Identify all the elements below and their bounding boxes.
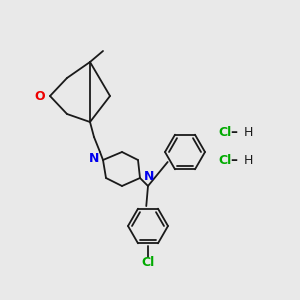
Text: Cl: Cl (218, 125, 231, 139)
Text: Cl: Cl (218, 154, 231, 166)
Text: H: H (244, 125, 254, 139)
Text: H: H (244, 154, 254, 166)
Text: –: – (230, 125, 238, 139)
Text: N: N (89, 152, 99, 166)
Text: N: N (144, 170, 154, 184)
Text: Cl: Cl (141, 256, 154, 268)
Text: O: O (35, 89, 45, 103)
Text: –: – (230, 153, 238, 167)
